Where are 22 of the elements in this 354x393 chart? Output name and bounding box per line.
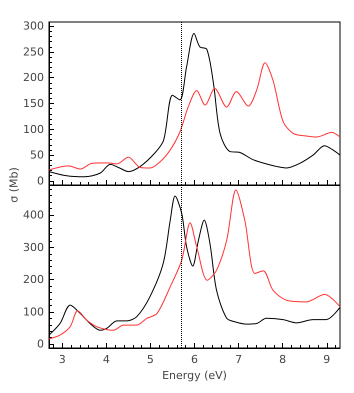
- y-tick-label: 100: [23, 305, 44, 318]
- y-tick-label: 150: [23, 97, 44, 110]
- y-tick-label: 100: [23, 122, 44, 136]
- x-axis-title: Energy (eV): [162, 368, 227, 382]
- y-axis-title: σ (Mb): [8, 167, 20, 203]
- x-tick-label: 9: [323, 353, 330, 366]
- y-tick-label: 300: [23, 240, 44, 254]
- x-tick-label: 3: [58, 353, 66, 366]
- y-tick-label: 250: [23, 45, 44, 58]
- y-tick-label: 400: [23, 208, 44, 222]
- y-tick-label: 200: [23, 71, 44, 84]
- y-tick-label: 0: [37, 338, 44, 351]
- x-tick-label: 6: [191, 353, 198, 366]
- y-tick-label: 300: [23, 20, 44, 33]
- line-series: [48, 62, 340, 171]
- y-tick-label: 200: [23, 273, 44, 286]
- y-tick-label: 0: [37, 174, 44, 188]
- x-tick-label: 4: [102, 353, 110, 366]
- x-tick-label: 5: [146, 353, 154, 366]
- x-tick-label: 7: [235, 353, 242, 366]
- y-tick-label: 50: [30, 148, 44, 162]
- x-tick-label: 8: [279, 353, 286, 366]
